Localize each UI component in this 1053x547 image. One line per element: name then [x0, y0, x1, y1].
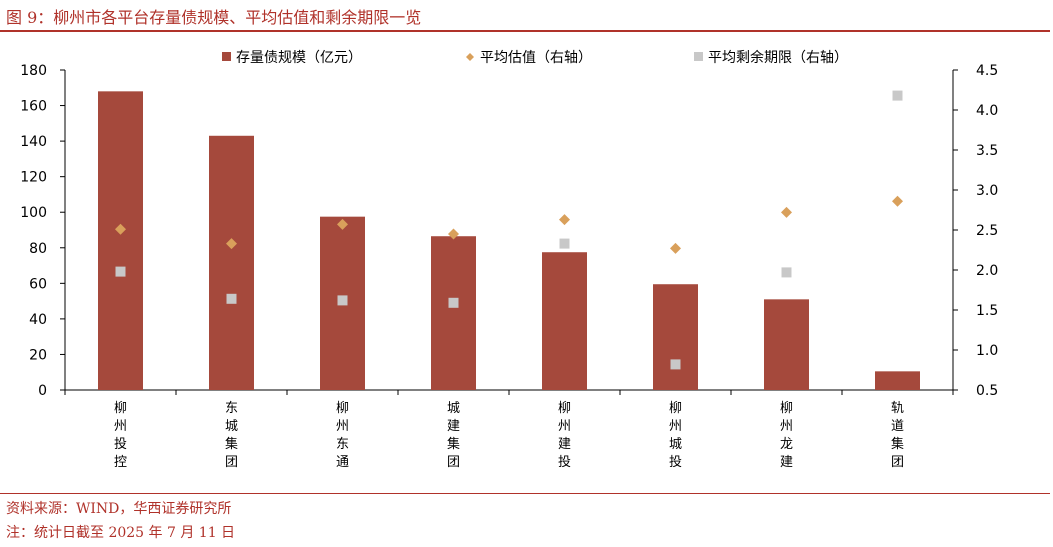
legend-label: 存量债规模（亿元）	[236, 50, 362, 66]
valuation-point	[337, 218, 348, 230]
valuation-point	[115, 223, 126, 235]
chart: 0 20 40 60 80 100 120 140 160 180 0.5 1.0 1.5 2.0 2.5 3…	[20, 49, 998, 470]
bar	[653, 284, 698, 390]
maturity-point	[226, 293, 237, 304]
bar	[209, 135, 254, 390]
category-label: 轨道集团	[891, 401, 904, 470]
bar	[542, 252, 587, 390]
legend-label: 平均剩余期限（右轴）	[708, 49, 848, 66]
right-tick-label: 2.5	[976, 223, 998, 239]
axes-layer: 0 20 40 60 80 100 120 140 160 180 0.5 1.0 1.5 2.0 2.5 3…	[20, 63, 998, 470]
left-tick-label: 20	[29, 347, 47, 363]
bar	[431, 236, 476, 390]
maturity-point	[559, 238, 570, 249]
left-tick-label: 120	[20, 170, 47, 186]
valuation-point	[448, 228, 459, 240]
valuation-point	[559, 214, 570, 226]
legend-swatch-bar	[222, 52, 231, 61]
footer-divider	[0, 493, 1050, 494]
bars-layer	[98, 91, 920, 390]
right-tick-label: 3.0	[976, 183, 998, 199]
left-tick-label: 40	[29, 312, 47, 328]
right-tick-label: 0.5	[976, 383, 998, 399]
valuation-point	[226, 238, 237, 250]
figure-title: 图 9：柳州市各平台存量债规模、平均估值和剩余期限一览	[6, 8, 422, 27]
left-tick-label: 80	[29, 241, 47, 257]
date-note: 注：统计日截至 2025 年 7 月 11 日	[6, 525, 236, 541]
category-label: 柳州建投	[558, 401, 571, 470]
legend: 存量债规模（亿元） 平均估值（右轴） 平均剩余期限（右轴）	[222, 49, 848, 66]
bar	[764, 299, 809, 390]
markers-layer	[115, 90, 903, 370]
legend-swatch-square	[694, 52, 703, 61]
maturity-point	[670, 359, 681, 370]
category-label: 柳州城投	[669, 401, 682, 470]
maturity-point	[781, 267, 792, 278]
title-divider	[0, 30, 1050, 32]
valuation-point	[670, 242, 681, 254]
source-note: 资料来源：WIND，华西证券研究所	[6, 501, 232, 517]
legend-label: 平均估值（右轴）	[480, 50, 592, 66]
category-label: 城建集团	[447, 401, 460, 470]
left-tick-label: 160	[20, 99, 47, 115]
legend-swatch-diamond	[466, 53, 474, 61]
right-tick-label: 4.5	[976, 63, 998, 79]
right-tick-label: 2.0	[976, 263, 998, 279]
category-label: 东城集团	[225, 401, 238, 470]
maturity-point	[892, 90, 903, 101]
maturity-point	[448, 297, 459, 308]
right-tick-label: 1.0	[976, 343, 998, 359]
category-label: 柳州东通	[336, 401, 349, 470]
maturity-point	[115, 266, 126, 277]
left-tick-label: 140	[20, 134, 47, 150]
right-tick-label: 1.5	[976, 303, 998, 319]
left-tick-label: 180	[20, 63, 47, 79]
left-tick-label: 100	[20, 205, 47, 221]
category-label: 柳州龙建	[780, 401, 793, 470]
left-tick-label: 60	[29, 276, 47, 292]
right-tick-label: 3.5	[976, 143, 998, 159]
right-tick-label: 4.0	[976, 103, 998, 119]
bar	[98, 91, 143, 390]
left-tick-label: 0	[38, 383, 47, 399]
category-label: 柳州投控	[114, 401, 127, 470]
valuation-point	[781, 206, 792, 218]
valuation-point	[892, 195, 903, 207]
bar	[875, 371, 920, 390]
maturity-point	[337, 295, 348, 306]
